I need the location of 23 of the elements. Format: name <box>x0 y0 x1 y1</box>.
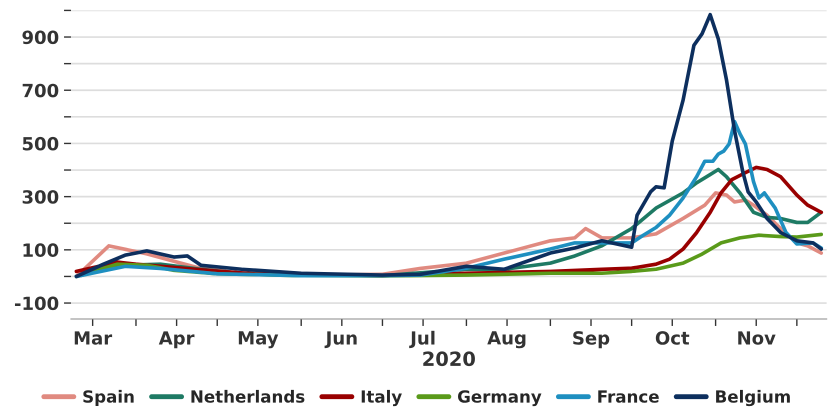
legend-label: Netherlands <box>191 390 304 403</box>
x-axis-title: 2020 <box>423 351 475 366</box>
legend-label: Spain <box>83 390 134 406</box>
y-tick-label: 500 <box>22 136 58 151</box>
x-tick-label: Oct <box>656 331 690 345</box>
x-tick-label: Apr <box>158 331 194 348</box>
y-tick-label: 300 <box>22 190 58 204</box>
x-tick-label: Aug <box>487 331 526 348</box>
line-series <box>74 12 824 278</box>
legend-label: Italy <box>362 390 402 406</box>
x-tick-label: Sep <box>573 331 610 348</box>
y-tick-label: 900 <box>22 30 58 44</box>
y-tick-label: 100 <box>24 243 58 257</box>
x-tick-label: May <box>238 331 278 348</box>
y-tick-label: -100 <box>14 296 58 310</box>
x-tick-label: Jul <box>409 330 434 348</box>
legend-label: France <box>598 390 659 403</box>
y-tick-label: 700 <box>22 84 58 98</box>
legend-label: Belgium <box>716 390 790 406</box>
x-tick-label: Nov <box>738 331 776 345</box>
x-tick-label: Mar <box>74 331 112 345</box>
x-tick-label: Jun <box>324 331 357 348</box>
legend-label: Germany <box>458 390 542 406</box>
